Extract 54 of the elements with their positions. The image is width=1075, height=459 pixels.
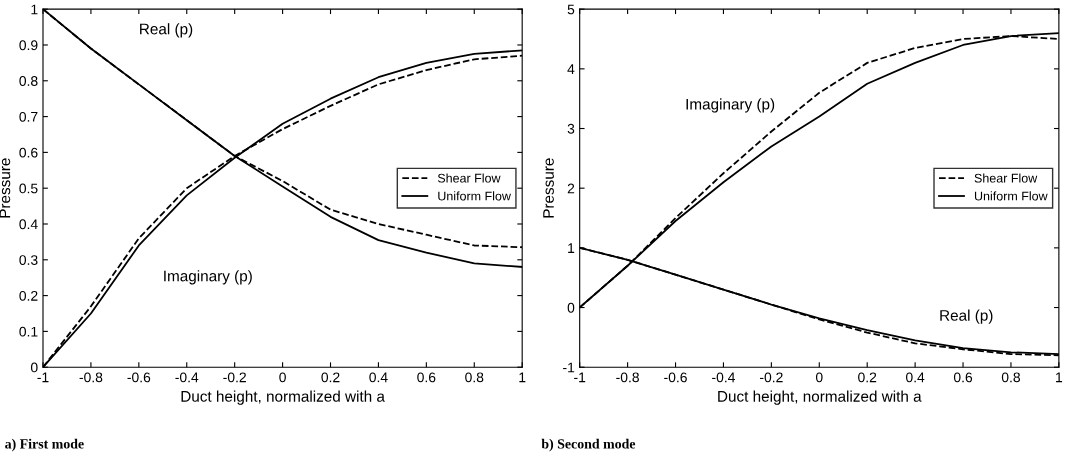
x-axis-title: Duct height, normalized with a xyxy=(718,390,922,405)
y-tick-label: -1 xyxy=(563,362,575,373)
y-tick-label: 0.8 xyxy=(19,76,38,86)
x-tick-label: 0 xyxy=(815,372,823,383)
y-tick-label: 1 xyxy=(568,243,575,253)
x-tick-label: 0 xyxy=(279,372,286,383)
text: a) First mode xyxy=(5,438,84,452)
x-tick-label: 0.6 xyxy=(953,372,973,383)
y-tick-label: 0 xyxy=(30,362,38,373)
x-tick-label: 0.6 xyxy=(417,372,436,383)
y-axis-title: Pressure xyxy=(0,158,11,218)
x-tick-label: 0.4 xyxy=(369,372,388,383)
x-tick-label: -0.6 xyxy=(127,372,151,383)
x-tick-label: -0.8 xyxy=(79,372,103,383)
annotation: Real (p) xyxy=(940,309,993,324)
y-tick-label: 0.5 xyxy=(19,183,38,194)
x-tick-label: -0.6 xyxy=(664,372,687,383)
x-tick-label: 0.2 xyxy=(858,372,877,383)
x-tick-label: -1 xyxy=(574,372,586,383)
y-tick-label: 3 xyxy=(567,123,575,134)
x-tick-label: 1 xyxy=(519,372,526,383)
y-axis-title: Pressure xyxy=(543,158,554,218)
x-tick-label: -1 xyxy=(37,372,49,383)
y-tick-label: 0.9 xyxy=(19,40,38,51)
y-tick-label: 5 xyxy=(567,4,575,15)
annotation: Real (p) xyxy=(140,23,193,38)
x-tick-label: 0.4 xyxy=(906,372,925,383)
legend-label: Uniform Flow xyxy=(974,191,1048,201)
x-tick-label: 0.2 xyxy=(321,372,340,383)
y-tick-label: 0.3 xyxy=(19,255,38,265)
x-axis-title: Duct height, normalized with a xyxy=(181,390,385,405)
y-tick-label: 4 xyxy=(567,64,575,74)
legend-label: Uniform Flow xyxy=(438,191,511,201)
annotation: Imaginary (p) xyxy=(686,98,775,113)
y-tick-label: 0.6 xyxy=(19,147,38,158)
x-tick-label: 0.8 xyxy=(465,372,484,383)
x-tick-label: 0.8 xyxy=(1001,372,1021,383)
y-tick-label: 1 xyxy=(31,4,38,15)
x-tick-label: -0.8 xyxy=(616,372,639,383)
y-tick-label: 0.4 xyxy=(19,219,38,230)
y-tick-label: 0.1 xyxy=(19,326,38,337)
legend-label: Shear Flow xyxy=(437,173,501,183)
text: b) Second mode xyxy=(541,438,636,452)
y-tick-label: 0.7 xyxy=(19,111,38,122)
y-tick-label: 0.2 xyxy=(19,290,38,301)
y-tick-label: 0 xyxy=(567,302,575,313)
legend-label: Shear Flow xyxy=(974,173,1038,183)
y-tick-label: 2 xyxy=(567,183,575,194)
x-tick-label: -0.2 xyxy=(223,372,246,383)
x-tick-label: -0.4 xyxy=(175,372,199,383)
x-tick-label: 1 xyxy=(1056,372,1063,383)
x-tick-label: -0.4 xyxy=(712,372,736,383)
annotation: Imaginary (p) xyxy=(164,270,252,285)
x-tick-label: -0.2 xyxy=(760,372,783,383)
